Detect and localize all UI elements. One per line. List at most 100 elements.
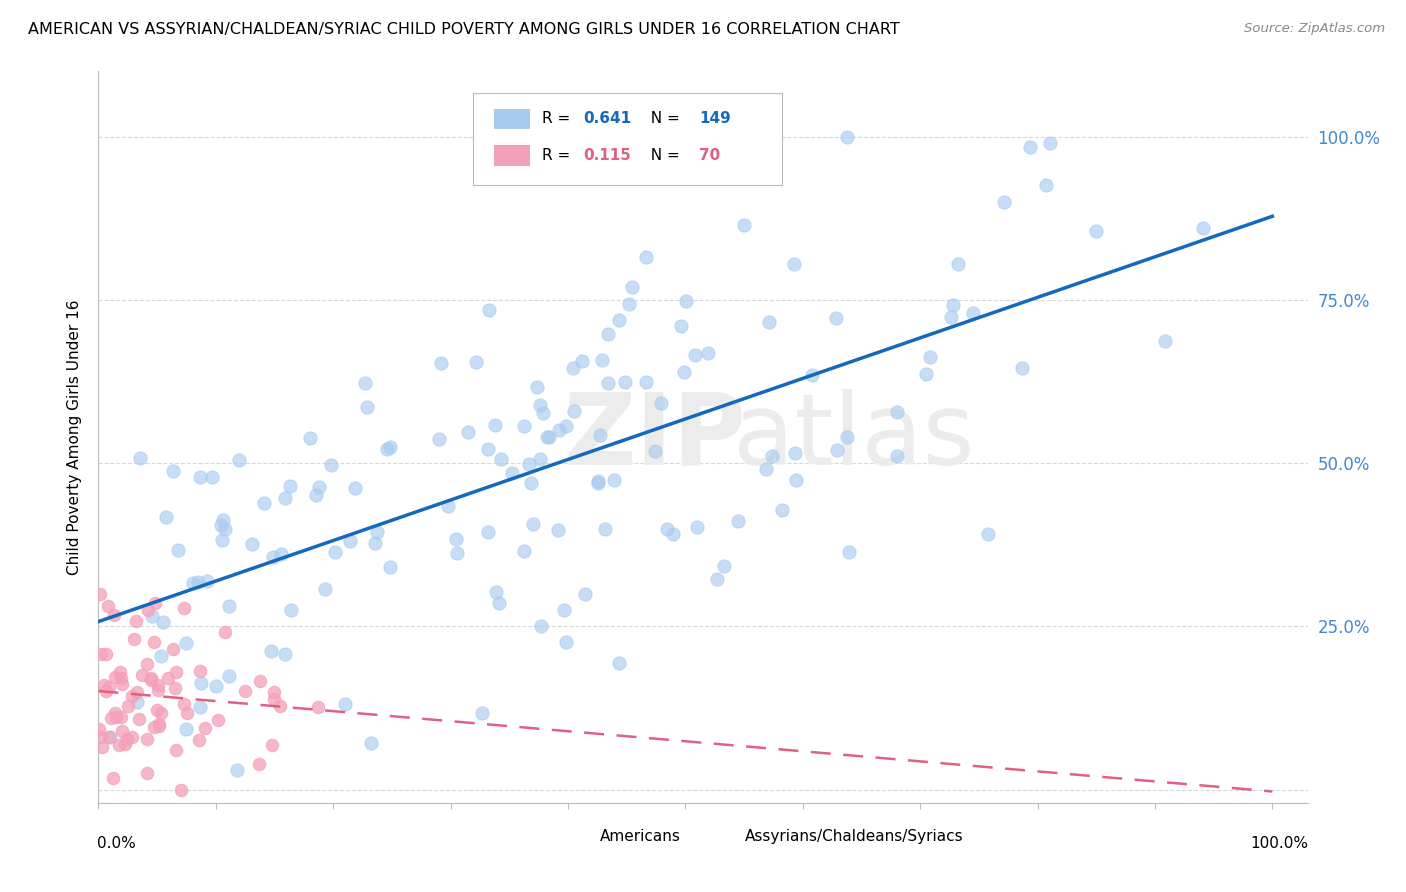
Point bbox=[188, 664, 211, 678]
Point bbox=[607, 656, 630, 670]
Point bbox=[260, 643, 283, 657]
Point bbox=[1035, 178, 1057, 193]
Point bbox=[142, 721, 165, 735]
Point bbox=[827, 442, 849, 457]
Point bbox=[837, 429, 859, 443]
Point bbox=[181, 575, 204, 590]
Point bbox=[214, 625, 236, 640]
Point bbox=[135, 657, 157, 671]
Point bbox=[155, 509, 177, 524]
Point bbox=[233, 683, 256, 698]
Text: ZIP: ZIP bbox=[564, 389, 747, 485]
Point bbox=[104, 706, 127, 720]
Point bbox=[886, 405, 908, 419]
Text: 0.641: 0.641 bbox=[583, 112, 631, 127]
Point bbox=[650, 396, 672, 410]
Text: 100.0%: 100.0% bbox=[1251, 836, 1309, 851]
Point bbox=[706, 572, 728, 586]
Point bbox=[122, 632, 145, 647]
Point bbox=[378, 441, 401, 455]
Point bbox=[430, 356, 453, 370]
Point bbox=[94, 683, 117, 698]
Point bbox=[110, 671, 132, 685]
Point bbox=[115, 731, 138, 746]
Point bbox=[825, 311, 848, 326]
Point bbox=[103, 607, 125, 622]
Point bbox=[596, 376, 619, 390]
Point bbox=[269, 699, 291, 714]
Point bbox=[477, 524, 499, 539]
Point bbox=[519, 476, 541, 491]
Point bbox=[339, 534, 361, 549]
Point bbox=[190, 676, 212, 690]
Point bbox=[218, 669, 240, 683]
Point bbox=[529, 398, 551, 412]
Point bbox=[574, 587, 596, 601]
Point bbox=[517, 457, 540, 471]
Point bbox=[260, 739, 283, 753]
Point bbox=[501, 467, 523, 481]
Point bbox=[141, 609, 163, 624]
Point bbox=[139, 671, 162, 685]
Point bbox=[136, 731, 159, 746]
Point bbox=[166, 543, 188, 558]
Point bbox=[614, 375, 637, 389]
Text: 0.0%: 0.0% bbox=[97, 836, 136, 851]
Point bbox=[536, 430, 558, 444]
Point bbox=[464, 355, 486, 369]
Point bbox=[977, 526, 1000, 541]
Point bbox=[121, 730, 143, 744]
Point bbox=[187, 574, 209, 589]
Point bbox=[344, 482, 367, 496]
Point bbox=[915, 367, 938, 381]
Point bbox=[733, 219, 755, 233]
Point bbox=[589, 428, 612, 442]
Point bbox=[686, 519, 709, 533]
Text: Source: ZipAtlas.com: Source: ZipAtlas.com bbox=[1244, 22, 1385, 36]
Y-axis label: Child Poverty Among Girls Under 16: Child Poverty Among Girls Under 16 bbox=[66, 300, 82, 574]
Point bbox=[353, 376, 375, 390]
Point bbox=[484, 418, 506, 433]
Point bbox=[97, 680, 120, 694]
Point bbox=[143, 635, 166, 649]
Point bbox=[571, 353, 593, 368]
Point bbox=[304, 488, 326, 502]
Point bbox=[375, 442, 398, 457]
Point bbox=[761, 449, 783, 463]
Point bbox=[697, 346, 720, 360]
Point bbox=[90, 647, 112, 661]
Point bbox=[207, 713, 229, 727]
Point bbox=[319, 458, 342, 473]
Point bbox=[948, 256, 970, 270]
Point bbox=[427, 433, 450, 447]
Point bbox=[89, 587, 111, 601]
Point bbox=[489, 452, 512, 467]
Point bbox=[270, 547, 292, 561]
Point bbox=[108, 738, 131, 752]
Text: 0.115: 0.115 bbox=[583, 148, 631, 163]
Point bbox=[299, 432, 322, 446]
Point bbox=[249, 674, 271, 689]
Point bbox=[103, 772, 125, 786]
Point bbox=[314, 582, 336, 596]
Point bbox=[554, 634, 576, 648]
Point bbox=[209, 517, 232, 532]
Point bbox=[174, 636, 197, 650]
Point bbox=[513, 544, 536, 558]
Point bbox=[485, 584, 508, 599]
Point bbox=[672, 365, 695, 379]
Point bbox=[176, 706, 198, 720]
Point bbox=[129, 451, 152, 466]
Point bbox=[280, 602, 302, 616]
Point bbox=[547, 523, 569, 537]
Text: Americans: Americans bbox=[600, 829, 681, 844]
Point bbox=[634, 250, 657, 264]
Point bbox=[619, 297, 641, 311]
Point bbox=[117, 698, 139, 713]
Point bbox=[127, 695, 149, 709]
Point bbox=[644, 443, 666, 458]
Point bbox=[457, 425, 479, 439]
Point bbox=[139, 673, 162, 687]
Point bbox=[713, 559, 735, 574]
Point bbox=[148, 719, 170, 733]
